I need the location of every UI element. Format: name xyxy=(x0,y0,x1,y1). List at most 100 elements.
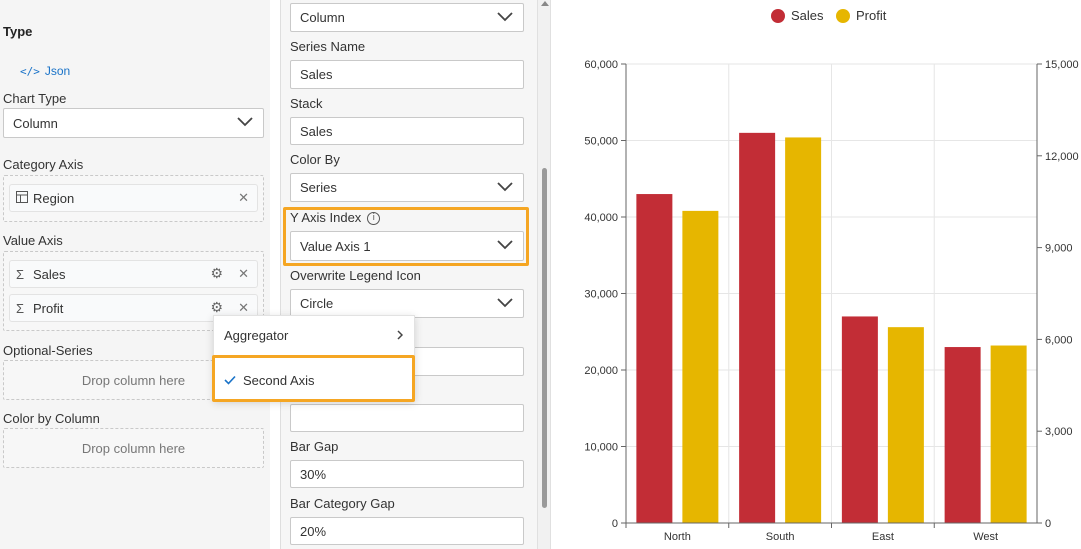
chevron-right-icon xyxy=(397,330,403,340)
right-axis-tick-label: 3,000 xyxy=(1045,426,1073,438)
bar-gap-input[interactable]: 30% xyxy=(290,460,524,488)
category-axis-label: Category Axis xyxy=(3,157,84,172)
remove-icon[interactable]: ✕ xyxy=(238,190,249,205)
bar-sales-west xyxy=(944,347,981,523)
overwrite-legend-icon-label: Overwrite Legend Icon xyxy=(290,268,421,283)
right-axis-tick-label: 12,000 xyxy=(1045,151,1079,163)
dropzone-placeholder: Drop column here xyxy=(81,441,186,456)
value-axis-item-label: Profit xyxy=(33,300,64,316)
stack-label: Stack xyxy=(290,96,323,111)
remove-icon[interactable]: ✕ xyxy=(238,300,249,315)
bar-category-gap-value: 20% xyxy=(300,523,327,539)
bar-gap-value: 30% xyxy=(300,466,327,482)
context-menu: Aggregator Second Axis xyxy=(213,315,415,401)
legend-marker-profit xyxy=(836,9,850,23)
menu-item-aggregator[interactable]: Aggregator xyxy=(214,318,414,352)
right-axis-tick-label: 0 xyxy=(1045,518,1051,530)
bar-profit-east xyxy=(887,327,924,523)
sum-icon: Σ xyxy=(16,300,25,316)
remove-icon[interactable]: ✕ xyxy=(238,266,249,281)
left-axis-tick-label: 20,000 xyxy=(584,365,618,377)
chevron-down-icon xyxy=(497,11,513,21)
right-axis-tick-label: 15,000 xyxy=(1045,59,1079,71)
chevron-down-icon xyxy=(497,181,513,191)
table-icon xyxy=(16,190,30,206)
color-by-select[interactable]: Series xyxy=(290,173,524,202)
second-axis-label: Second Axis xyxy=(243,372,315,388)
stack-value: Sales xyxy=(300,123,333,139)
series-name-input[interactable]: Sales xyxy=(290,60,524,89)
info-icon[interactable]: i xyxy=(367,212,381,226)
color-by-column-label: Color by Column xyxy=(3,411,100,426)
sum-icon: Σ xyxy=(16,266,25,282)
bar-profit-west xyxy=(990,345,1027,523)
x-axis-tick-label: South xyxy=(766,531,795,543)
overwrite-legend-icon-value: Circle xyxy=(300,296,334,311)
series-type-select[interactable]: Column xyxy=(290,3,524,32)
gear-icon[interactable]: ⚙ xyxy=(210,265,223,281)
x-axis-tick-label: West xyxy=(973,531,998,543)
left-axis-tick-label: 10,000 xyxy=(584,442,618,454)
code-icon: </> xyxy=(20,64,40,78)
bar-profit-south xyxy=(785,137,822,523)
panel-divider xyxy=(280,0,281,549)
legend-label-sales: Sales xyxy=(791,8,824,23)
left-axis-tick-label: 50,000 xyxy=(584,136,618,148)
category-axis-item-label: Region xyxy=(33,190,75,206)
stack-input[interactable]: Sales xyxy=(290,117,524,145)
dropzone-placeholder: Drop column here xyxy=(81,373,186,388)
bar-sales-east xyxy=(841,316,878,523)
right-axis-tick-label: 6,000 xyxy=(1045,334,1073,346)
json-link-label: Json xyxy=(44,64,71,78)
scrollbar-thumb[interactable] xyxy=(542,168,547,508)
menu-item-second-axis[interactable]: Second Axis xyxy=(214,363,414,397)
series-type-value: Column xyxy=(300,10,345,25)
legend-label-profit: Profit xyxy=(856,8,887,23)
y-axis-index-label-text: Y Axis Index xyxy=(290,210,362,225)
x-axis-tick-label: East xyxy=(872,531,894,543)
checkmark-icon xyxy=(224,375,236,385)
bar-gap-label: Bar Gap xyxy=(290,439,339,454)
type-heading: Type xyxy=(3,24,33,39)
chart-type-label: Chart Type xyxy=(3,91,67,106)
value-axis-label: Value Axis xyxy=(3,233,63,248)
left-axis-tick-label: 0 xyxy=(612,518,618,530)
column-chart: 0 10,000 20,000 30,000 40,000 50,000 60,000 0 3,… xyxy=(556,0,1081,549)
left-axis-tick-label: 30,000 xyxy=(584,289,618,301)
category-axis-dropzone[interactable]: Region ✕ xyxy=(3,175,264,222)
overwrite-legend-icon-select[interactable]: Circle xyxy=(290,289,524,318)
y-axis-index-select[interactable]: Value Axis 1 xyxy=(290,231,524,261)
left-config-panel: Type </> Json Chart Type Column Category… xyxy=(0,0,270,549)
legend-marker-sales xyxy=(771,9,785,23)
gear-icon[interactable]: ⚙ xyxy=(210,299,223,315)
json-link[interactable]: </> Json xyxy=(20,64,70,78)
right-axis-tick-label: 9,000 xyxy=(1045,243,1073,255)
aggregator-label: Aggregator xyxy=(224,327,289,343)
value-axis-item-label: Sales xyxy=(33,266,66,282)
value-axis-item-sales[interactable]: Σ Sales ⚙ ✕ xyxy=(9,260,258,288)
y-axis-index-value: Value Axis 1 xyxy=(300,238,371,254)
scroll-up-icon[interactable] xyxy=(541,1,549,6)
vertical-scrollbar[interactable] xyxy=(537,0,551,549)
color-by-label: Color By xyxy=(290,152,340,167)
color-by-value: Series xyxy=(300,180,337,195)
chart-canvas: 0 10,000 20,000 30,000 40,000 50,000 60,000 0 3,… xyxy=(584,8,1079,543)
chevron-down-icon xyxy=(237,117,253,127)
bar-sales-south xyxy=(739,132,776,523)
left-axis-tick-label: 40,000 xyxy=(584,212,618,224)
chevron-down-icon xyxy=(497,297,513,307)
left-axis-tick-label: 60,000 xyxy=(584,59,618,71)
hidden-field-input-2[interactable] xyxy=(290,404,524,432)
chart-type-select[interactable]: Column xyxy=(3,108,264,138)
series-name-value: Sales xyxy=(300,67,333,82)
chart-type-value: Column xyxy=(13,115,58,131)
bar-category-gap-input[interactable]: 20% xyxy=(290,517,524,545)
optional-series-label: Optional-Series xyxy=(3,343,93,358)
category-axis-item[interactable]: Region ✕ xyxy=(9,184,258,212)
series-name-label: Series Name xyxy=(290,39,366,54)
series-config-panel: Column Series Name Sales Stack Sales Col… xyxy=(281,0,537,549)
color-by-column-dropzone[interactable]: Drop column here xyxy=(3,428,264,468)
y-axis-index-label: Y Axis Index i xyxy=(290,210,381,226)
chevron-down-icon xyxy=(497,240,513,250)
x-axis-tick-label: North xyxy=(664,531,691,543)
